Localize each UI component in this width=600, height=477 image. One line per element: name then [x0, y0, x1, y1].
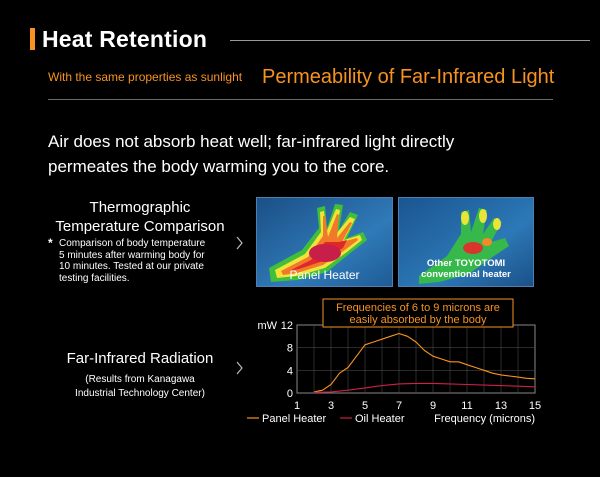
- thermographic-label-line: Thermographic: [89, 199, 191, 216]
- thermograph-panel-heater: Panel Heater: [256, 197, 393, 287]
- x-tick-label: 1: [294, 400, 300, 412]
- x-tick-label: 13: [495, 400, 507, 412]
- annotation-text: easily absorbed by the body: [350, 314, 487, 326]
- lead-line: permeates the body warming you to the co…: [48, 157, 390, 176]
- thermographic-label: Thermographic Temperature Comparison: [40, 198, 240, 236]
- note-line: testing facilities.: [59, 272, 130, 284]
- thermograph-image: [257, 198, 392, 286]
- lead-line: Air does not absorb heat well; far-infra…: [48, 132, 455, 151]
- note-line: Comparison of body temperature: [59, 238, 206, 249]
- lead-paragraph: Air does not absorb heat well; far-infra…: [48, 129, 588, 179]
- x-tick-label: 3: [328, 400, 334, 412]
- y-tick-label: 12: [281, 320, 293, 332]
- x-tick-label: 15: [529, 400, 541, 412]
- x-tick-label: 5: [362, 400, 368, 412]
- subheading-divider: [48, 99, 553, 100]
- thermographic-label-line: Temperature Comparison: [55, 218, 225, 235]
- radiation-source: (Results from Kanagawa Industrial Techno…: [40, 373, 240, 401]
- legend-label: Panel Heater: [262, 413, 327, 425]
- photo-caption-line: Other TOYOTOMI: [426, 258, 506, 269]
- photo-caption-line: conventional heater: [421, 269, 511, 280]
- note-line: 5 minutes after warming body for: [59, 249, 205, 261]
- series-line-oil-heater: [313, 382, 536, 393]
- annotation-box: [322, 298, 514, 328]
- subheading-tagline: With the same properties as sunlight: [48, 70, 243, 84]
- photo-caption: Panel Heater: [289, 268, 360, 282]
- series-line-panel-heater: [313, 332, 536, 393]
- chevron-right-icon: [236, 361, 244, 375]
- x-axis-label: Frequency (microns): [434, 413, 535, 425]
- annotation-text: Frequencies of 6 to 9 microns are: [336, 302, 500, 314]
- legend-label: Oil Heater: [355, 413, 405, 425]
- section-header: Heat Retention: [30, 26, 590, 54]
- subheading-title: Permeability of Far-Infrared Light: [262, 66, 555, 88]
- radiation-chart: 0 4 8 12 mW 1 3 5 7 9 11 13 15 Frequencies of 6 to 9 …: [245, 298, 545, 433]
- header-accent-bar: [30, 28, 35, 50]
- y-tick-label: 0: [287, 388, 293, 400]
- test-note: * Comparison of body temperature 5 minut…: [48, 236, 238, 284]
- y-tick-label: 4: [287, 365, 293, 377]
- radiation-source-line: Industrial Technology Center): [75, 388, 205, 399]
- x-tick-label: 7: [396, 400, 402, 412]
- section-title: Heat Retention: [42, 26, 208, 52]
- radiation-source-line: (Results from Kanagawa: [85, 374, 195, 385]
- thermograph-conventional-heater: Other TOYOTOMI conventional heater: [398, 197, 534, 287]
- chevron-right-icon: [236, 236, 244, 250]
- header-divider: [230, 40, 590, 41]
- subheading: With the same properties as sunlight Per…: [48, 66, 555, 104]
- radiation-label: Far-Infrared Radiation: [66, 350, 214, 367]
- x-tick-label: 9: [430, 400, 436, 412]
- asterisk-icon: *: [48, 236, 53, 250]
- y-axis-label: mW: [257, 320, 277, 332]
- x-tick-label: 11: [461, 400, 472, 412]
- thermograph-image: [399, 198, 533, 286]
- y-tick-label: 8: [287, 343, 293, 355]
- note-line: 10 minutes. Tested at our private: [59, 261, 204, 272]
